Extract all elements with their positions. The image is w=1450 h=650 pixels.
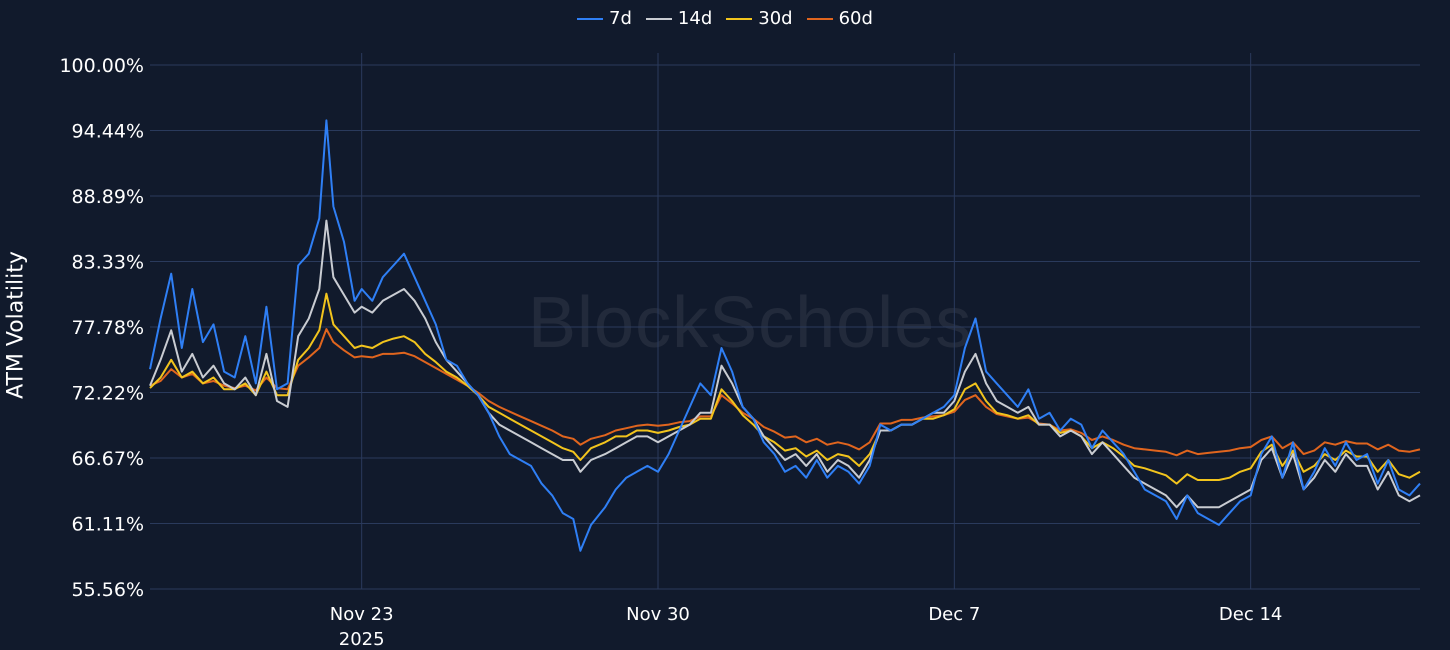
x-tick-label: Dec 7 bbox=[928, 604, 980, 625]
y-tick-label: 66.67% bbox=[72, 448, 144, 470]
legend-item-60d[interactable]: 60d bbox=[806, 8, 873, 29]
series-line-7d bbox=[149, 119, 1421, 552]
legend-item-14d[interactable]: 14d bbox=[645, 8, 713, 29]
x-tick-sublabel: 2025 bbox=[339, 629, 385, 650]
legend-label-14d: 14d bbox=[677, 8, 713, 29]
series-line-30d bbox=[149, 292, 1421, 485]
legend-swatch-60d bbox=[806, 17, 833, 20]
legend-swatch-7d bbox=[577, 17, 604, 20]
legend-label-7d: 7d bbox=[609, 8, 632, 29]
legend-swatch-14d bbox=[645, 17, 672, 20]
x-tick-label: Dec 14 bbox=[1219, 604, 1282, 625]
series-line-60d bbox=[149, 328, 1421, 457]
legend-swatch-30d bbox=[726, 17, 753, 20]
legend-label-60d: 60d bbox=[838, 8, 873, 29]
legend-item-30d[interactable]: 30d bbox=[726, 8, 793, 29]
y-tick-label: 61.11% bbox=[72, 514, 144, 536]
y-tick-label: 77.78% bbox=[72, 317, 144, 339]
x-tick-label: Nov 23 bbox=[330, 604, 394, 625]
y-tick-label: 72.22% bbox=[72, 383, 144, 405]
y-tick-label: 88.89% bbox=[72, 186, 144, 208]
y-tick-label: 83.33% bbox=[72, 252, 144, 274]
legend-item-7d[interactable]: 7d bbox=[577, 8, 632, 29]
watermark-logo: BlockScholes bbox=[528, 283, 973, 363]
x-tick-label: Nov 30 bbox=[626, 604, 690, 625]
legend-label-30d: 30d bbox=[758, 8, 793, 29]
series-line-14d bbox=[149, 219, 1421, 509]
y-tick-label: 55.56% bbox=[72, 579, 144, 601]
chart-legend: 7d 14d 30d 60d bbox=[0, 8, 1450, 29]
y-tick-label: 94.44% bbox=[72, 121, 144, 143]
y-tick-label: 100.00% bbox=[59, 55, 144, 77]
